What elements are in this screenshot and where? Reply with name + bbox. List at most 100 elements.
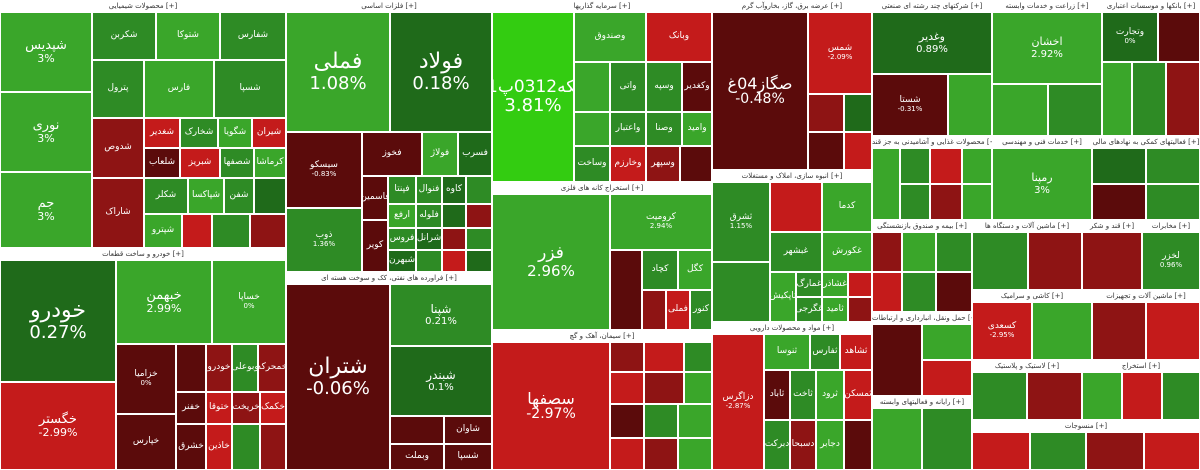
tile-shasta[interactable]: شستا -0.31% (872, 74, 948, 136)
tile[interactable] (1146, 148, 1200, 184)
tile[interactable] (466, 250, 492, 272)
tile[interactable] (442, 228, 466, 250)
tile-vtejarat[interactable]: وتجارت 0% (1102, 12, 1158, 62)
tile[interactable] (644, 372, 684, 404)
tile[interactable] (1092, 184, 1146, 220)
tile[interactable]: دسبحا (790, 420, 816, 470)
tile[interactable]: کگل (678, 250, 712, 290)
tile[interactable] (922, 408, 972, 470)
tile[interactable]: شسپا (214, 60, 286, 118)
tile-dzagros[interactable]: دزاگرس -2.87% (712, 334, 764, 470)
sector-header[interactable]: بانکها و موسسات اعتباری [+] (1102, 0, 1200, 12)
tile[interactable]: کویر (362, 220, 388, 272)
tile-sekeh[interactable]: سکه0312پ013.81% (492, 12, 574, 182)
tile-fameli[interactable]: فملی 1.08% (286, 12, 390, 132)
sector-header[interactable]: فراورده های نفتی، کک و سوخت هسته ای [+] (286, 272, 492, 284)
tile[interactable]: ثرود (816, 370, 844, 420)
tile[interactable] (254, 178, 286, 214)
tile[interactable]: خاذین (206, 424, 232, 470)
tile-lkhazar[interactable]: لخزر 0.96% (1142, 232, 1200, 290)
tile[interactable] (1030, 432, 1086, 470)
tile[interactable]: شغدیر (144, 118, 180, 148)
tile-segaz[interactable]: صگاز04غ -0.48% (712, 12, 808, 170)
sector-header[interactable]: رایانه و فعالیتهای وابسته [+] (872, 396, 972, 408)
tile[interactable]: خودرو (206, 344, 232, 392)
sector-header[interactable]: محصولات غذایی و آشامیدنی به جز قند [+] (872, 136, 992, 148)
tile[interactable] (680, 146, 712, 182)
sector-header[interactable]: مخابرات [+] (1142, 220, 1200, 232)
tile[interactable] (442, 204, 466, 228)
sector-header[interactable]: منسوجات [+] (972, 420, 1200, 432)
tile[interactable]: فاسمین (362, 176, 388, 220)
tile-khegostar[interactable]: خگستر -2.99% (0, 382, 116, 470)
sector-header[interactable]: زراعت و خدمات وابسته [+] (992, 0, 1102, 12)
tile[interactable]: کنور (690, 290, 712, 330)
tile[interactable]: ختوقا (206, 392, 232, 424)
tile-ghadir[interactable]: وغدیر 0.89% (872, 12, 992, 74)
tile[interactable]: شفارس (220, 12, 286, 60)
tile[interactable] (182, 214, 212, 248)
tile[interactable] (574, 62, 610, 112)
tile[interactable]: غگرجی (796, 297, 822, 322)
tile-ramina[interactable]: رمپنا 3% (992, 148, 1092, 220)
tile[interactable] (962, 148, 992, 184)
tile[interactable] (1092, 302, 1146, 360)
tile[interactable] (872, 272, 902, 312)
tile[interactable] (212, 214, 250, 248)
tile[interactable] (848, 272, 872, 297)
sector-header[interactable]: ماشین آلات و تجهیزات [+] (1092, 290, 1200, 302)
tile[interactable]: تاپکیش (770, 272, 796, 322)
sector-header[interactable]: شرکتهای چند رشته ای صنعتی [+] (872, 0, 992, 12)
tile[interactable] (466, 228, 492, 250)
tile[interactable] (922, 360, 972, 396)
tile[interactable] (930, 148, 962, 184)
tile[interactable] (1146, 302, 1200, 360)
tile[interactable]: فروس (388, 228, 416, 250)
tile[interactable] (1102, 62, 1132, 136)
tile[interactable] (872, 232, 902, 272)
tile[interactable] (644, 404, 678, 438)
tile[interactable] (260, 424, 286, 470)
tile[interactable]: شکلر (144, 178, 188, 214)
tile[interactable] (844, 132, 872, 170)
tile[interactable]: فولاژ (422, 132, 458, 176)
tile[interactable] (712, 262, 770, 322)
tile-zob[interactable]: ذوب 1.36% (286, 208, 362, 272)
tile[interactable]: وسپه (646, 62, 682, 112)
tile[interactable]: خشرق (176, 424, 206, 470)
tile[interactable]: غبشهر (770, 232, 822, 272)
tile[interactable]: وبانک (646, 12, 712, 62)
tile-koromit[interactable]: کرومیت 2.94% (610, 194, 712, 250)
tile[interactable] (1027, 372, 1082, 420)
tile[interactable] (948, 74, 992, 136)
tile[interactable] (678, 404, 712, 438)
tile[interactable]: شدوص (92, 118, 144, 178)
tile-fazar[interactable]: فزر 2.96% (492, 194, 610, 330)
tile[interactable] (808, 94, 844, 132)
sector-header[interactable]: استخراج [+] (1082, 360, 1200, 372)
tile[interactable] (1092, 148, 1146, 184)
tile[interactable] (808, 132, 844, 170)
tile[interactable] (610, 438, 644, 470)
tile[interactable]: شبهرن (388, 250, 416, 272)
sector-header[interactable]: سرمایه گذاریها [+] (492, 0, 712, 12)
tile[interactable] (1028, 232, 1082, 290)
tile[interactable] (844, 420, 872, 470)
sector-header[interactable]: کاشی و سرامیک [+] (972, 290, 1092, 302)
tile[interactable]: شفن (224, 178, 254, 214)
tile[interactable]: کاوه (442, 176, 466, 204)
tile[interactable]: وصندوق (574, 12, 646, 62)
tile[interactable] (1032, 302, 1092, 360)
tile[interactable]: شخارک (180, 118, 218, 148)
tile[interactable] (442, 250, 466, 272)
tile[interactable]: دبرکت (764, 420, 790, 470)
tile[interactable] (574, 112, 610, 146)
tile[interactable]: شگویا (218, 118, 252, 148)
tile[interactable] (1082, 372, 1122, 420)
tile[interactable]: غکورش (822, 232, 872, 272)
tile[interactable]: وسپهر (646, 146, 680, 182)
tile[interactable] (678, 438, 712, 470)
tile[interactable] (1132, 62, 1166, 136)
sector-header[interactable]: مواد و محصولات دارویی [+] (712, 322, 872, 334)
tile[interactable] (610, 342, 644, 372)
